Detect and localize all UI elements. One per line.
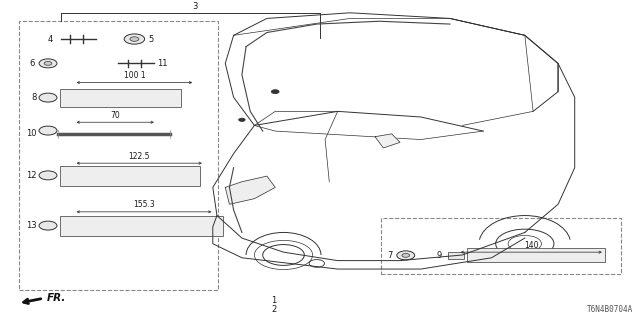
- Circle shape: [130, 37, 139, 41]
- Polygon shape: [375, 134, 400, 148]
- Text: 12: 12: [26, 171, 36, 180]
- Text: 140: 140: [524, 241, 538, 250]
- Text: 11: 11: [157, 59, 167, 68]
- Text: 5: 5: [148, 35, 154, 44]
- Text: 7: 7: [388, 251, 393, 260]
- Text: 9: 9: [436, 251, 442, 260]
- Text: 122.5: 122.5: [129, 152, 150, 161]
- Text: 100 1: 100 1: [124, 71, 145, 80]
- Bar: [467, 248, 605, 262]
- Circle shape: [39, 171, 57, 180]
- Text: 1: 1: [271, 296, 276, 305]
- Circle shape: [239, 118, 245, 121]
- Bar: [381, 218, 621, 274]
- Text: T6N4B0704A: T6N4B0704A: [588, 305, 634, 314]
- Circle shape: [39, 59, 57, 68]
- Text: 155.3: 155.3: [133, 200, 155, 209]
- Circle shape: [39, 93, 57, 102]
- Text: 10: 10: [26, 129, 36, 138]
- Text: 8: 8: [31, 93, 36, 102]
- Bar: [19, 21, 218, 290]
- Circle shape: [39, 126, 57, 135]
- Text: 6: 6: [30, 59, 35, 68]
- Circle shape: [44, 61, 52, 65]
- Circle shape: [124, 34, 145, 44]
- Circle shape: [402, 253, 410, 257]
- Text: 70: 70: [110, 111, 120, 120]
- Text: 3: 3: [193, 2, 198, 11]
- Circle shape: [397, 251, 415, 260]
- Bar: [448, 252, 464, 259]
- Circle shape: [271, 90, 279, 93]
- Polygon shape: [225, 176, 275, 204]
- Text: 4: 4: [48, 35, 53, 44]
- Text: 13: 13: [26, 221, 36, 230]
- Circle shape: [39, 221, 57, 230]
- Text: FR.: FR.: [47, 292, 66, 303]
- Text: 2: 2: [271, 305, 276, 314]
- Bar: [60, 166, 200, 186]
- Bar: [60, 216, 223, 236]
- Bar: [60, 89, 181, 107]
